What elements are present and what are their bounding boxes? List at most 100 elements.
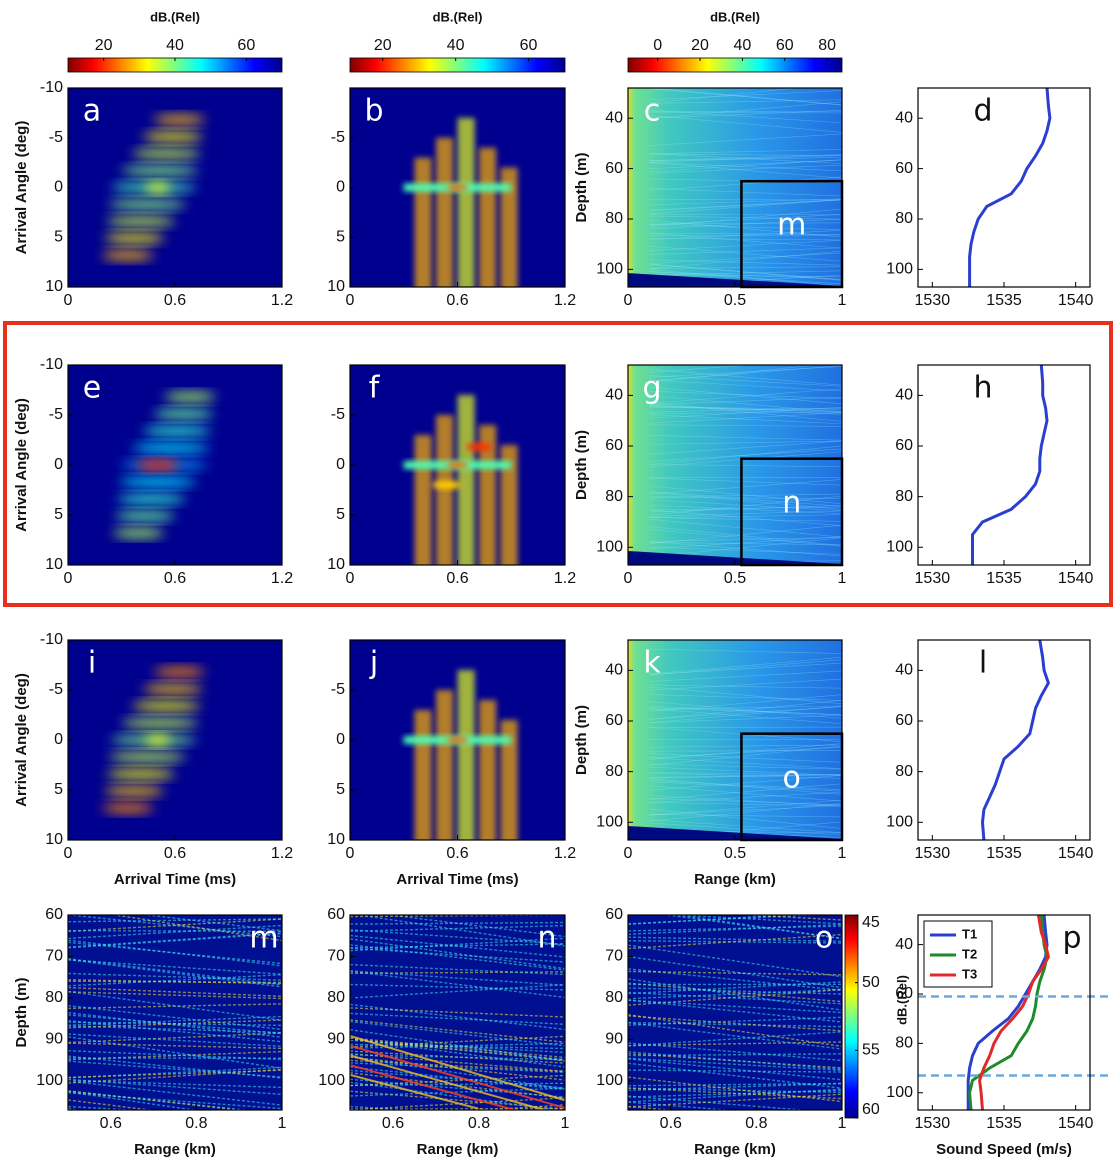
image-texture [649, 90, 842, 100]
image-blob [108, 752, 186, 762]
y-tick-label: 100 [318, 1072, 345, 1089]
image-streak [628, 955, 842, 989]
image-texture [649, 215, 842, 220]
x-tick-label: 1.2 [271, 845, 293, 862]
image-streak [628, 1101, 735, 1110]
image-texture [649, 222, 842, 225]
seafloor [628, 273, 842, 287]
image-texture [649, 662, 842, 675]
image-blob [142, 426, 212, 436]
y-axis-label: Depth (m) [573, 430, 590, 500]
y-tick-label: 10 [45, 278, 63, 295]
x-axis-label: Arrival Time (ms) [396, 871, 518, 888]
colorbar-label: dB.(Rel) [433, 9, 483, 24]
image-texture [649, 365, 842, 382]
image-blob [112, 528, 165, 538]
x-tick-label: 1540 [1058, 570, 1094, 587]
image-texture [649, 188, 842, 197]
image-streak [68, 918, 282, 923]
image-texture [649, 164, 842, 174]
image-texture [649, 493, 842, 498]
image-streak [628, 933, 842, 950]
image-background [628, 640, 842, 840]
x-axis-label: Range (km) [134, 1141, 216, 1158]
plot-area [628, 365, 842, 565]
plot-area [68, 640, 282, 840]
panel-letter: b [364, 94, 383, 129]
image-texture [649, 154, 842, 162]
image-streak [68, 958, 282, 988]
image-texture [649, 775, 842, 791]
image-texture [649, 270, 842, 276]
image-texture [649, 529, 842, 547]
panel-letter: h [973, 371, 992, 406]
image-texture [649, 505, 842, 513]
y-tick-label: 60 [895, 712, 913, 729]
y-tick-label: 60 [605, 160, 623, 177]
image-streak [68, 1078, 282, 1096]
plot-area [350, 88, 565, 287]
image-texture [649, 259, 842, 266]
image-texture [649, 726, 842, 728]
x-tick-label: 0.5 [724, 845, 746, 862]
image-blob [164, 392, 216, 402]
image-texture [649, 88, 842, 106]
image-texture [649, 149, 842, 155]
x-tick-label: 1 [838, 845, 847, 862]
y-tick-label: 80 [605, 210, 623, 227]
y-tick-label: 40 [895, 662, 913, 679]
image-blob [108, 199, 186, 210]
image-texture [649, 159, 842, 173]
image-streak [68, 1069, 282, 1079]
colorbar-tick-label: 20 [374, 37, 392, 54]
image-streak [628, 981, 842, 995]
colorbar-tick-label: 60 [776, 37, 794, 54]
image-texture [649, 707, 842, 716]
image-texture [649, 795, 842, 807]
image-streak [350, 1012, 565, 1025]
image-streak [628, 923, 842, 935]
image-column [457, 395, 475, 565]
colorbar-tick-label: 40 [734, 37, 752, 54]
image-texture [649, 546, 842, 555]
y-tick-label: 80 [45, 989, 63, 1006]
image-core [145, 182, 171, 193]
x-tick-label: 1530 [915, 292, 951, 309]
x-tick-label: 0.6 [660, 1115, 682, 1132]
image-texture [649, 405, 842, 413]
image-streak [354, 915, 565, 947]
y-tick-label: -10 [40, 79, 63, 96]
x-tick-label: 0.6 [164, 292, 186, 309]
image-streak [68, 1042, 282, 1050]
image-texture [649, 153, 842, 164]
plot-area [628, 640, 842, 840]
image-streak [628, 1041, 842, 1047]
image-streak [350, 1056, 565, 1090]
image-texture [649, 266, 842, 269]
image-texture [649, 101, 842, 119]
image-background [628, 88, 842, 287]
image-core [446, 462, 469, 468]
panel-letter: i [88, 646, 96, 681]
image-texture [649, 708, 842, 725]
image-texture [649, 701, 842, 719]
image-texture [649, 245, 842, 262]
image-texture [649, 492, 842, 510]
y-tick-label: 0 [336, 179, 345, 196]
image-texture [649, 774, 842, 778]
image-texture [649, 822, 842, 836]
image-texture [649, 485, 842, 505]
image-column [479, 425, 497, 565]
image-streak [628, 1051, 842, 1071]
plot-area [628, 915, 842, 1110]
image-texture [649, 407, 842, 413]
image-streak [350, 1037, 565, 1059]
image-streak [68, 974, 282, 987]
panel-letter: m [249, 921, 278, 956]
image-texture [649, 504, 842, 515]
image-texture [649, 88, 842, 106]
image-texture [649, 495, 842, 516]
y-tick-label: 80 [605, 763, 623, 780]
x-tick-label: 0 [624, 292, 633, 309]
image-column [436, 137, 454, 287]
